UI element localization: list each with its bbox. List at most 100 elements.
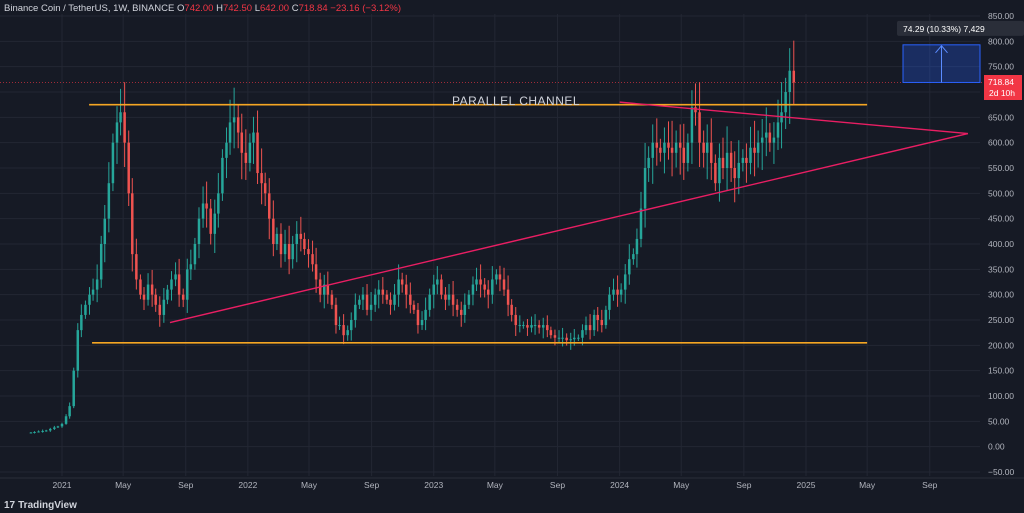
price-tick-label: 0.00 bbox=[988, 442, 1005, 452]
candle-body bbox=[299, 233, 303, 239]
candle-body bbox=[107, 183, 111, 219]
tradingview-brand[interactable]: 17 TradingView bbox=[4, 500, 77, 511]
candle-body bbox=[307, 249, 310, 255]
candle-body bbox=[495, 274, 498, 280]
candle-body bbox=[412, 304, 416, 310]
candle-body bbox=[753, 147, 756, 153]
candle-body bbox=[232, 117, 236, 123]
candle-body bbox=[158, 304, 162, 315]
candle-body bbox=[162, 299, 166, 315]
close-value: 718.84 bbox=[298, 3, 328, 14]
candle-body bbox=[667, 142, 670, 148]
candle-body bbox=[659, 147, 662, 153]
candle-body bbox=[522, 325, 525, 327]
candle-body bbox=[166, 289, 169, 300]
candle-body bbox=[514, 314, 517, 326]
candle-body bbox=[440, 279, 443, 295]
price-tick-label: 200.00 bbox=[988, 340, 1014, 350]
candle-body bbox=[189, 264, 193, 270]
candle-body bbox=[702, 142, 705, 153]
candle-body bbox=[99, 244, 103, 280]
candle-body bbox=[651, 142, 654, 158]
candle-body bbox=[741, 157, 745, 163]
candle-body bbox=[530, 325, 533, 328]
price-tick-label: 350.00 bbox=[988, 264, 1014, 274]
candle-body bbox=[546, 325, 549, 331]
candle-body bbox=[455, 304, 459, 310]
candle-body bbox=[584, 325, 588, 331]
candle-body bbox=[463, 304, 467, 315]
candle-body bbox=[432, 284, 435, 295]
candle-body bbox=[115, 122, 119, 143]
candle-body bbox=[518, 325, 522, 327]
time-tick-label: Sep bbox=[550, 480, 565, 490]
candle-body bbox=[287, 244, 291, 260]
time-tick-label: Sep bbox=[178, 480, 193, 490]
high-value: 742.50 bbox=[222, 3, 253, 14]
candle-body bbox=[436, 279, 439, 285]
candle-body bbox=[72, 370, 75, 407]
time-tick-label: 2025 bbox=[797, 480, 816, 490]
candle-body bbox=[193, 244, 197, 265]
time-tick-label: May bbox=[859, 480, 876, 490]
candle-body bbox=[377, 289, 380, 295]
candle-body bbox=[263, 183, 267, 194]
candle-body bbox=[95, 279, 99, 290]
candle-body bbox=[119, 112, 122, 123]
candle-body bbox=[131, 193, 134, 255]
price-tick-label: 500.00 bbox=[988, 188, 1014, 198]
candle-body bbox=[338, 325, 341, 327]
symbol-label: Binance Coin / TetherUS, 1W, BINANCE bbox=[4, 3, 175, 14]
candle-body bbox=[37, 431, 40, 433]
candle-body bbox=[244, 152, 248, 163]
trend-lines[interactable] bbox=[89, 101, 969, 344]
close-label: C bbox=[291, 3, 299, 14]
candle-body bbox=[369, 304, 373, 310]
candle-body bbox=[256, 132, 259, 174]
time-tick-label: May bbox=[301, 480, 318, 490]
candle-body bbox=[354, 304, 357, 320]
candle-body bbox=[628, 259, 631, 275]
candle-body bbox=[213, 213, 217, 234]
price-tick-label: 650.00 bbox=[988, 112, 1014, 122]
price-tick-label: 850.00 bbox=[988, 11, 1014, 21]
candle-body bbox=[577, 337, 580, 339]
chart-header: Binance Coin / TetherUS, 1W, BINANCE O74… bbox=[4, 3, 401, 14]
candle-body bbox=[400, 279, 404, 285]
time-axis[interactable]: 2021 May Sep 2022 May Sep 2023 May Sep 2024 May Sep… bbox=[53, 480, 938, 490]
candle-body bbox=[111, 142, 115, 184]
candle-body bbox=[91, 289, 95, 295]
candle-body bbox=[154, 294, 157, 305]
price-axis[interactable]: 850.00800.00750.00700.00650.00600.00550.… bbox=[988, 11, 1015, 477]
candle-body bbox=[361, 294, 365, 300]
measure-arrow-head bbox=[935, 45, 948, 54]
candle-body bbox=[581, 330, 584, 338]
candle-body bbox=[279, 233, 283, 255]
candle-body bbox=[619, 289, 623, 295]
candle-body bbox=[510, 304, 513, 315]
candle-body bbox=[342, 325, 345, 336]
candle-body bbox=[260, 173, 263, 184]
candle-body bbox=[690, 107, 694, 143]
candle-body bbox=[694, 107, 697, 113]
candle-body bbox=[60, 423, 64, 427]
candle-body bbox=[663, 142, 666, 153]
candle-body bbox=[283, 244, 287, 255]
time-tick-label: May bbox=[115, 480, 132, 490]
measure-tool[interactable]: 74.29 (10.33%) 7,429 bbox=[897, 20, 1024, 83]
candle-body bbox=[68, 406, 71, 417]
candle-body bbox=[41, 430, 44, 432]
candle-body bbox=[420, 320, 424, 326]
candle-body bbox=[252, 132, 255, 143]
candle-body bbox=[33, 431, 36, 433]
candle-body bbox=[334, 304, 338, 326]
candle-body bbox=[44, 430, 48, 432]
candle-body bbox=[146, 284, 150, 300]
time-tick-label: 2021 bbox=[53, 480, 72, 490]
candle-body bbox=[197, 218, 201, 244]
time-tick-label: 2023 bbox=[424, 480, 443, 490]
candle-body bbox=[776, 122, 780, 138]
candle-body bbox=[170, 279, 173, 290]
candle-body bbox=[639, 208, 643, 239]
